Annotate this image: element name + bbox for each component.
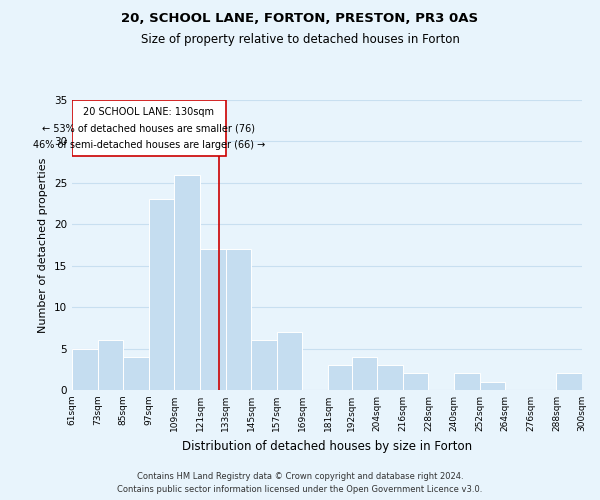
Bar [377, 365, 403, 390]
Bar [123, 357, 149, 390]
Bar [251, 340, 277, 390]
Bar [226, 249, 251, 390]
Bar [175, 174, 200, 390]
Y-axis label: Number of detached properties: Number of detached properties [38, 158, 49, 332]
Bar [277, 332, 302, 390]
Text: 20 SCHOOL LANE: 130sqm: 20 SCHOOL LANE: 130sqm [83, 106, 214, 117]
Text: Contains public sector information licensed under the Open Government Licence v3: Contains public sector information licen… [118, 484, 482, 494]
Bar [200, 249, 226, 390]
Text: 46% of semi-detached houses are larger (66) →: 46% of semi-detached houses are larger (… [32, 140, 265, 150]
Bar [98, 340, 123, 390]
Bar [149, 200, 175, 390]
Bar [328, 365, 352, 390]
Bar [403, 374, 428, 390]
Text: Contains HM Land Registry data © Crown copyright and database right 2024.: Contains HM Land Registry data © Crown c… [137, 472, 463, 481]
Bar [556, 374, 582, 390]
Bar [454, 374, 479, 390]
Bar [479, 382, 505, 390]
Bar [72, 348, 98, 390]
Text: 20, SCHOOL LANE, FORTON, PRESTON, PR3 0AS: 20, SCHOOL LANE, FORTON, PRESTON, PR3 0A… [121, 12, 479, 26]
Bar [352, 357, 377, 390]
Text: ← 53% of detached houses are smaller (76): ← 53% of detached houses are smaller (76… [43, 123, 256, 133]
Bar [72, 100, 226, 156]
Text: Size of property relative to detached houses in Forton: Size of property relative to detached ho… [140, 32, 460, 46]
X-axis label: Distribution of detached houses by size in Forton: Distribution of detached houses by size … [182, 440, 472, 452]
